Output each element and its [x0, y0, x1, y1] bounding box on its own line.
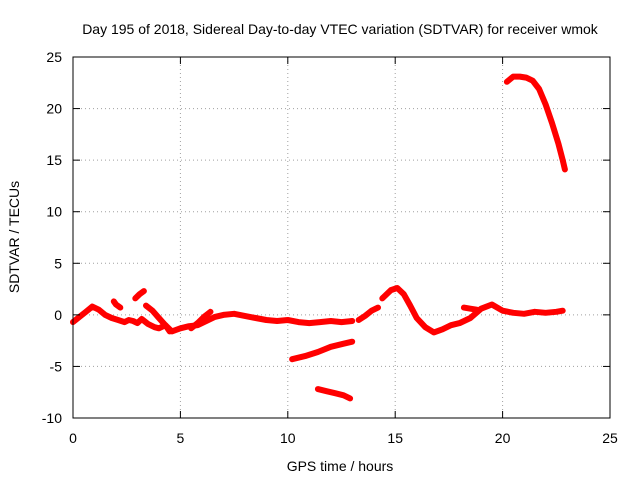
plot-frame: [72, 56, 611, 419]
y-tick-label: 25: [46, 49, 62, 65]
x-tick-label: 10: [280, 430, 296, 446]
x-tick-label: 5: [177, 430, 185, 446]
y-tick-label: -5: [50, 358, 63, 374]
x-tick-label: 0: [69, 430, 77, 446]
data-series: [70, 73, 568, 402]
y-tick-label: 20: [46, 101, 62, 117]
series-arc-5: [188, 308, 214, 332]
y-tick-label: 10: [46, 204, 62, 220]
y-tick-label: 5: [54, 255, 62, 271]
series-arc-10: [289, 338, 356, 363]
y-axis-label: SDTVAR / TECUs: [6, 181, 22, 293]
series-arc-9: [503, 73, 568, 173]
series-arc-7: [379, 285, 566, 336]
series-arc-4: [143, 302, 173, 335]
x-tick-label: 20: [495, 430, 511, 446]
chart-title: Day 195 of 2018, Sidereal Day-to-day VTE…: [82, 21, 599, 37]
x-tick-label: 25: [602, 430, 618, 446]
y-tick-label: -10: [42, 410, 62, 426]
series-arc-6: [355, 304, 381, 323]
y-tick-label: 15: [46, 152, 62, 168]
series-main: [70, 303, 356, 335]
series-arc-2: [110, 298, 124, 311]
series-arc-3: [132, 288, 147, 302]
x-tick-label: 15: [387, 430, 403, 446]
ticks: 0 5 10 15 20 25 -10 -5 0 5 10 15 20 25: [42, 49, 618, 446]
series-arc-11: [314, 386, 354, 402]
x-axis-label: GPS time / hours: [287, 458, 394, 474]
gridlines: [73, 57, 610, 418]
y-tick-label: 0: [54, 307, 62, 323]
series-arc-8: [460, 304, 480, 313]
